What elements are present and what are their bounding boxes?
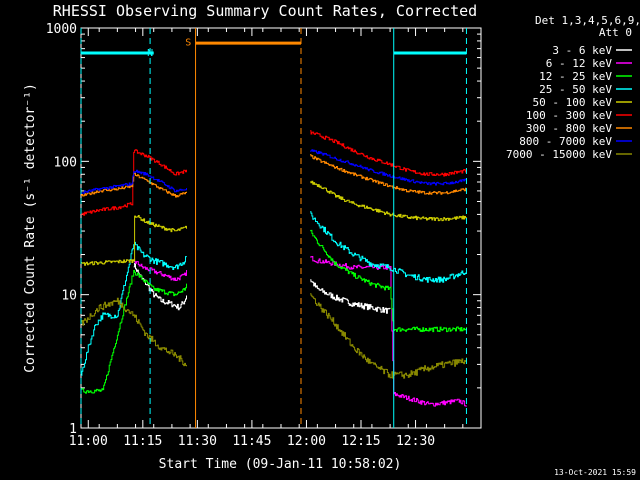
x-tick-label: 11:00 xyxy=(69,434,108,449)
y-axis-label: Corrected Count Rate (s⁻¹ detector⁻¹) xyxy=(23,83,38,373)
y-tick-label: 1000 xyxy=(46,22,77,37)
legend-entry: 7000 - 15000 keV xyxy=(506,148,612,161)
plot-area: 1 10 100 1000 11:00 11:15 11:30 11:45 12:00 12:15… xyxy=(46,22,482,449)
series-line xyxy=(81,270,187,394)
legend-entry: 50 - 100 keV xyxy=(533,96,613,109)
footer-date: 13-Oct-2021 15:59 xyxy=(554,468,636,477)
x-tick-label: 12:15 xyxy=(341,434,380,449)
legend-entry: 100 - 300 keV xyxy=(526,109,612,122)
legend-entry: 25 - 50 keV xyxy=(539,83,612,96)
series-line xyxy=(310,279,391,314)
series-2 xyxy=(81,229,467,394)
series-line xyxy=(310,149,467,186)
series-0 xyxy=(133,262,391,314)
y-tick-label: 1 xyxy=(69,422,77,437)
legend-entry: 300 - 800 keV xyxy=(526,122,612,135)
x-tick-label: 11:15 xyxy=(123,434,162,449)
series-5 xyxy=(81,130,467,216)
annotation-label: N xyxy=(147,48,153,59)
legend-entry: 3 - 6 keV xyxy=(552,44,612,57)
x-tick-label: 12:30 xyxy=(396,434,435,449)
series-line xyxy=(310,130,467,177)
series-7 xyxy=(81,149,467,194)
series-1 xyxy=(133,256,467,407)
series-line xyxy=(81,149,187,216)
series-line xyxy=(81,169,187,194)
series-line xyxy=(310,229,467,333)
series-6 xyxy=(81,41,467,198)
legend-header: Det 1,3,4,5,6,9, xyxy=(535,14,640,27)
legend-entry: 12 - 25 keV xyxy=(539,70,612,83)
series-8 xyxy=(81,293,467,379)
series-line xyxy=(133,262,187,311)
series-line xyxy=(81,297,187,367)
series-line xyxy=(81,215,187,266)
series-line xyxy=(310,154,467,195)
legend-entry: 6 - 12 keV xyxy=(546,57,613,70)
y-tick-label: 100 xyxy=(54,155,77,170)
legend-entry: 800 - 7000 keV xyxy=(519,135,612,148)
legend-header: Att 0 xyxy=(599,26,632,39)
x-axis-label: Start Time (09-Jan-11 10:58:02) xyxy=(159,457,402,472)
x-tick-label: 12:00 xyxy=(287,434,326,449)
chart-title: RHESSI Observing Summary Count Rates, Co… xyxy=(53,2,477,20)
series-line xyxy=(310,211,467,283)
series-line xyxy=(133,258,187,281)
annotation-label: S xyxy=(185,37,191,48)
series-3 xyxy=(81,51,467,376)
series-4 xyxy=(81,180,467,266)
x-tick-label: 11:30 xyxy=(178,434,217,449)
series-line xyxy=(81,172,187,198)
series-line xyxy=(310,293,467,379)
series-line xyxy=(310,180,467,222)
y-tick-label: 10 xyxy=(61,289,77,304)
x-tick-label: 11:45 xyxy=(232,434,271,449)
